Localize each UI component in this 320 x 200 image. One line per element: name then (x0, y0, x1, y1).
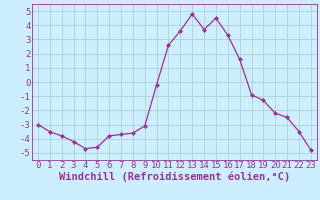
X-axis label: Windchill (Refroidissement éolien,°C): Windchill (Refroidissement éolien,°C) (59, 172, 290, 182)
